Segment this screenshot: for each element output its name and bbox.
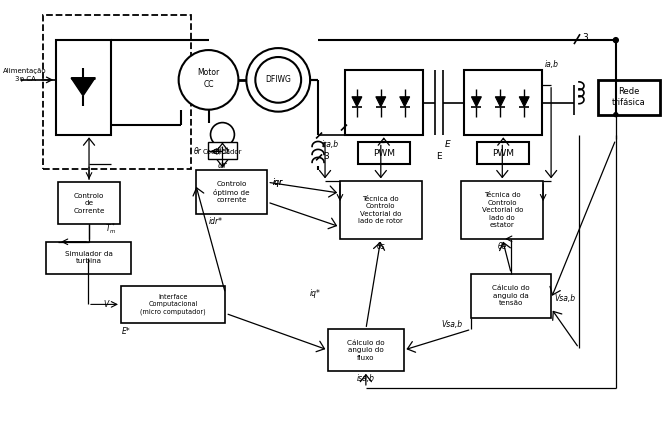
Text: d/dt: d/dt [215, 146, 230, 156]
Text: Técnica do
Controlo
Vectorial do
lado do
estator: Técnica do Controlo Vectorial do lado do… [482, 192, 523, 228]
Text: ia,b: ia,b [545, 61, 559, 70]
Text: Interface
Computacional
(micro computador): Interface Computacional (micro computado… [140, 294, 206, 315]
Circle shape [613, 38, 618, 43]
Text: θs: θs [377, 242, 385, 251]
Text: θr: θr [194, 147, 201, 156]
Text: Vsa,b: Vsa,b [554, 294, 575, 303]
Bar [464, 70, 542, 134]
Text: Codificador: Codificador [203, 149, 242, 155]
Text: Rede
trifásica: Rede trifásica [612, 87, 646, 107]
Bar [56, 40, 111, 134]
Text: PWM: PWM [492, 149, 514, 158]
Polygon shape [71, 78, 95, 96]
Text: Motor: Motor [197, 68, 219, 78]
Circle shape [256, 57, 301, 103]
Bar [345, 70, 423, 134]
Text: iqr: iqr [272, 178, 282, 187]
Circle shape [614, 113, 617, 117]
Text: Técnica do
Controlo
Vectorial do
lado de rotor: Técnica do Controlo Vectorial do lado de… [359, 196, 403, 224]
Text: iq*: iq* [310, 289, 321, 298]
Bar [328, 329, 403, 371]
Text: E: E [445, 140, 450, 149]
Polygon shape [495, 97, 505, 107]
Text: E: E [436, 152, 442, 161]
Text: DFIWG: DFIWG [266, 75, 291, 84]
Bar [195, 170, 268, 214]
Text: E*: E* [122, 327, 130, 336]
Text: idr*: idr* [209, 218, 223, 226]
Polygon shape [352, 97, 362, 107]
Text: CC: CC [203, 80, 214, 89]
Circle shape [179, 50, 238, 110]
Bar [43, 15, 191, 169]
Polygon shape [400, 97, 409, 107]
Bar [358, 142, 409, 165]
Bar [462, 181, 543, 239]
Text: Simulador da
turbina: Simulador da turbina [65, 251, 112, 265]
Text: Alimentação
3φ CA: Alimentação 3φ CA [3, 68, 47, 82]
Circle shape [211, 123, 234, 146]
Text: 3: 3 [582, 33, 588, 42]
Text: ωr: ωr [217, 161, 227, 170]
Bar [340, 181, 421, 239]
Text: Vsa,b: Vsa,b [441, 320, 462, 329]
Bar [58, 182, 120, 224]
Polygon shape [472, 97, 482, 107]
Text: iqr: iqr [272, 178, 282, 187]
Polygon shape [519, 97, 529, 107]
Text: Controlo
óptimo de
corrente: Controlo óptimo de corrente [213, 181, 250, 203]
Text: $T_m^*$: $T_m^*$ [105, 221, 116, 236]
Polygon shape [376, 97, 386, 107]
Text: isa,b: isa,b [357, 374, 375, 383]
Bar [46, 242, 131, 273]
Text: Cálculo do
angulo do
fluxo: Cálculo do angulo do fluxo [347, 340, 385, 360]
Text: 3: 3 [323, 152, 328, 161]
Circle shape [246, 48, 310, 112]
Bar [121, 285, 225, 323]
Bar [598, 80, 660, 114]
Text: Controlo
de
Corrente: Controlo de Corrente [74, 192, 105, 214]
Bar [207, 142, 237, 159]
Text: PWM: PWM [373, 149, 395, 158]
Bar [472, 273, 551, 318]
Text: Cálculo do
angulo da
tensão: Cálculo do angulo da tensão [492, 285, 530, 307]
Text: θe: θe [498, 242, 507, 251]
Text: V: V [103, 300, 108, 309]
Bar [478, 142, 529, 165]
Text: ira,b: ira,b [322, 140, 339, 149]
